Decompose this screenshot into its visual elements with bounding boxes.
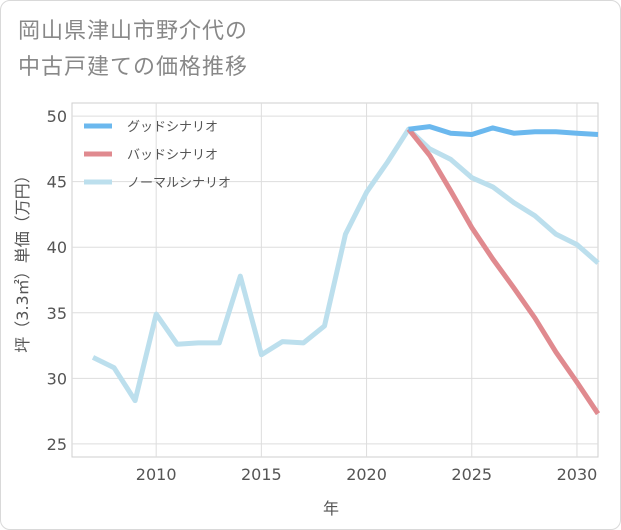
- y-tick-label: 40: [47, 238, 67, 257]
- x-tick-label: 2025: [451, 465, 492, 484]
- y-tick-label: 35: [47, 304, 67, 323]
- title-line-1: 岡山県津山市野介代の: [18, 19, 249, 44]
- x-axis-title: 年: [323, 499, 339, 518]
- title-line-2: 中古戸建ての価格推移: [18, 55, 249, 80]
- x-tick-label: 2020: [346, 465, 387, 484]
- x-tick-label: 2015: [241, 465, 282, 484]
- y-tick-label: 30: [47, 369, 67, 388]
- legend-label: バッドシナリオ: [127, 148, 218, 163]
- series-line-0: [408, 124, 599, 137]
- y-tick-label: 25: [47, 435, 67, 454]
- legend-label: グッドシナリオ: [127, 120, 218, 135]
- series-line-1: [406, 127, 601, 416]
- plot-frame: [71, 102, 599, 458]
- series-line-2: [91, 126, 600, 404]
- x-tick-label: 2030: [557, 465, 598, 484]
- x-tick-label: 2010: [136, 465, 177, 484]
- y-tick-label: 50: [47, 107, 67, 126]
- chart-title: 岡山県津山市野介代の 中古戸建ての価格推移: [18, 14, 248, 86]
- legend-label: ノーマルシナリオ: [127, 176, 231, 191]
- y-tick-label: 45: [47, 173, 67, 192]
- y-axis-title: 坪（3.3㎡）単価（万円）: [13, 167, 32, 352]
